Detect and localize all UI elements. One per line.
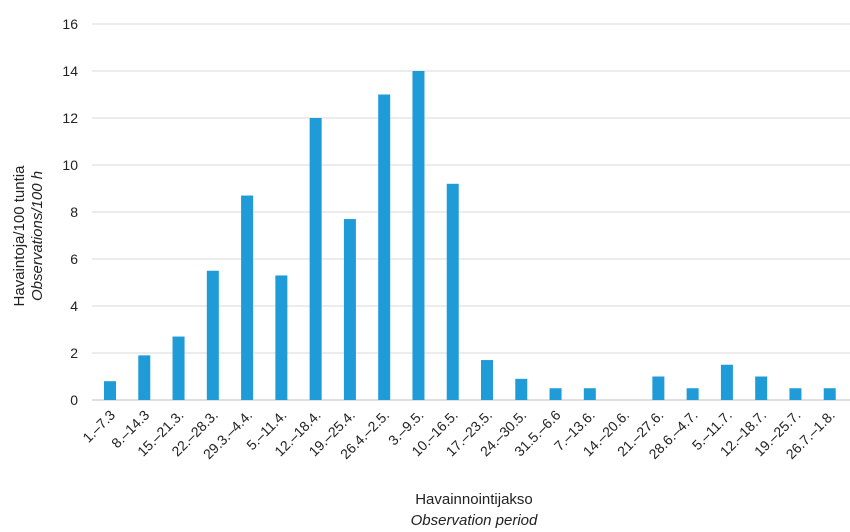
bar	[720, 364, 733, 400]
y-tick-label: 12	[62, 110, 78, 126]
bar	[755, 376, 768, 400]
bar	[241, 195, 254, 400]
y-tick-label: 10	[62, 157, 78, 173]
bar	[378, 94, 391, 400]
bar	[686, 388, 699, 400]
bar	[309, 118, 322, 400]
x-axis-tick-labels: 1.–7.38.–14.315.–21.3.22.–28.3.29.3.–4.4…	[79, 407, 838, 463]
y-axis-tick-labels: 0 2 4 6 8 10 12 14 16	[62, 16, 78, 408]
bar	[172, 336, 185, 400]
bar	[515, 378, 528, 400]
bar	[481, 360, 493, 400]
bar	[104, 381, 116, 400]
y-tick-label: 14	[62, 63, 78, 79]
bar	[789, 388, 802, 400]
y-axis-title-english: Observations/100 h	[29, 171, 46, 301]
x-axis-title: Havainnointijakso	[415, 491, 533, 508]
y-tick-label: 8	[70, 204, 78, 220]
bar	[549, 388, 562, 400]
x-axis-title-english: Observation period	[411, 512, 538, 529]
bar	[446, 183, 459, 400]
gridlines	[92, 23, 850, 401]
bar	[823, 388, 836, 400]
bars	[104, 71, 836, 400]
bar	[206, 270, 219, 400]
y-tick-label: 6	[70, 251, 78, 267]
bar	[275, 275, 288, 400]
y-axis-title: Havaintoja/100 tuntia	[11, 165, 28, 307]
y-tick-label: 16	[62, 16, 78, 32]
bar	[583, 388, 596, 400]
y-tick-label: 2	[70, 345, 78, 361]
y-tick-label: 0	[70, 392, 78, 408]
bar	[652, 376, 665, 400]
bar	[343, 219, 356, 400]
bar	[412, 71, 425, 400]
y-tick-label: 4	[70, 298, 78, 314]
bar	[138, 355, 151, 400]
